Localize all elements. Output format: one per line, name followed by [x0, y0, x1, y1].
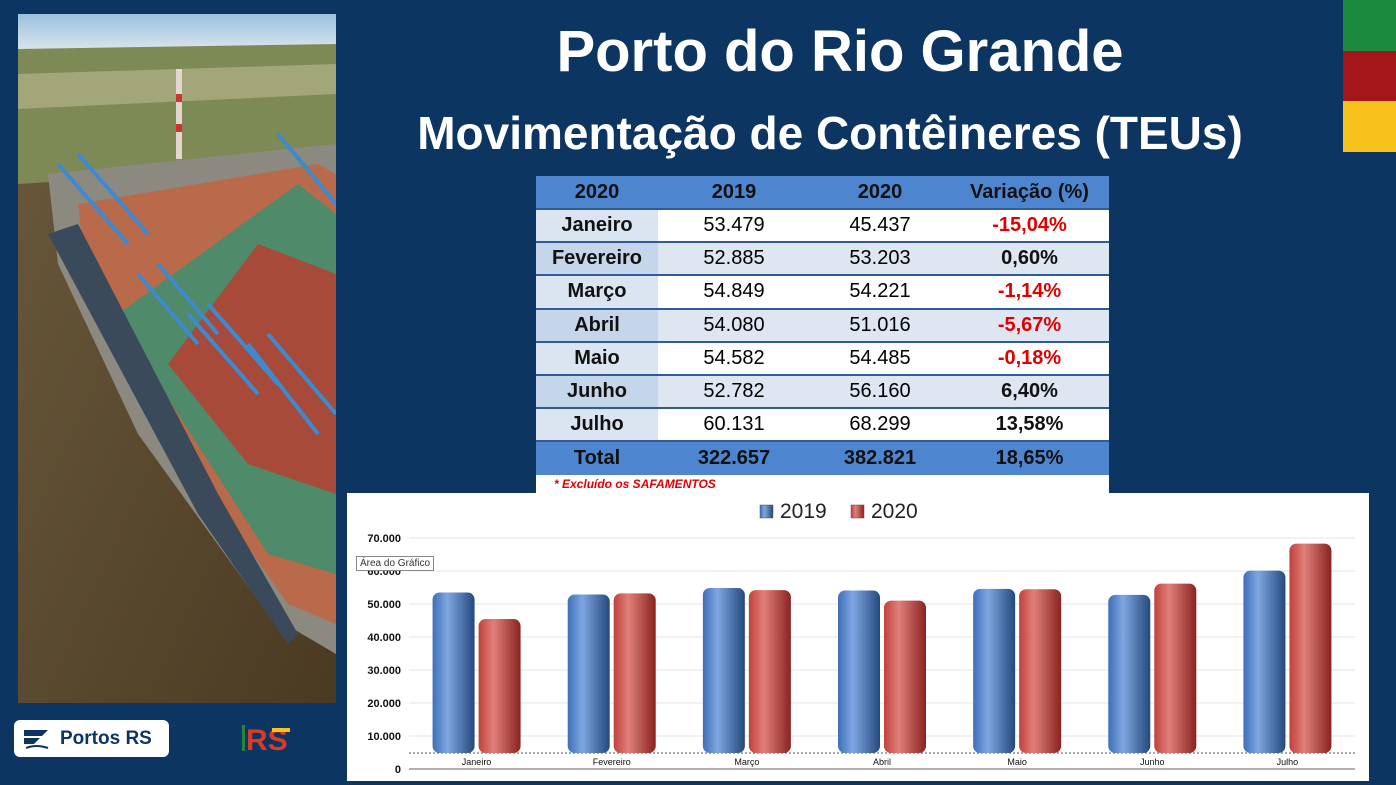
y-tick-label: 10.000: [367, 731, 401, 743]
y-tick-label: 50.000: [367, 599, 401, 611]
portos-rs-logo: Portos RS: [14, 720, 169, 757]
table-row: Maio 54.582 54.485 -0,18%: [536, 341, 1109, 376]
variation-cell: -15,04%: [950, 209, 1109, 244]
month-cell: Junho: [536, 374, 658, 410]
portos-rs-mark-icon: [24, 729, 49, 749]
x-tick-label: Março: [734, 757, 759, 767]
teu-table: 2020 2019 2020 Variação (%) Janeiro 53.47…: [536, 176, 1109, 495]
x-tick-label: Junho: [1140, 757, 1165, 767]
flag-stripe-yellow: [1343, 101, 1396, 152]
x-tick-label: Maio: [1007, 757, 1027, 767]
x-tick-label: Abril: [873, 757, 891, 767]
page-title: Porto do Rio Grande: [556, 19, 1124, 84]
table-header: 2020: [536, 176, 658, 210]
value-2020-cell: 68.299: [810, 408, 950, 443]
flag-stripe-green: [1343, 0, 1396, 51]
bar-2020-janeiro: [478, 619, 521, 753]
value-2019-cell: 54.582: [658, 341, 810, 376]
variation-cell: 0,60%: [950, 242, 1109, 277]
table-footnote: * Excluído os SAFAMENTOS: [554, 476, 716, 491]
y-tick-label: 20.000: [367, 698, 401, 710]
variation-cell: -1,14%: [950, 275, 1109, 310]
bar-2020-maio: [1019, 589, 1062, 753]
legend-swatch-2019: [759, 504, 774, 519]
value-2019-cell: 54.849: [658, 275, 810, 310]
variation-cell: -5,67%: [950, 308, 1109, 343]
bar-2019-julho: [1243, 570, 1286, 753]
bar-2019-maio: [973, 588, 1016, 753]
table-row: Fevereiro 52.885 53.203 0,60%: [536, 242, 1109, 277]
x-tick-label: Janeiro: [462, 757, 492, 767]
rs-flag-stripes: [1343, 0, 1396, 152]
table-header: 2020: [810, 176, 950, 210]
y-tick-label: 70.000: [367, 533, 401, 545]
value-2019-cell: 53.479: [658, 209, 810, 244]
chart-area-tooltip: Área do Gráfico: [356, 556, 435, 571]
month-cell: Março: [536, 275, 658, 310]
table-row: Março 54.849 54.221 -1,14%: [536, 275, 1109, 310]
y-tick-label: 30.000: [367, 665, 401, 677]
table-total-row: Total 322.657 382.821 18,65%: [536, 441, 1109, 475]
table-header-row: 2020 2019 2020 Variação (%): [536, 176, 1109, 210]
rs-government-logo: RS: [242, 724, 290, 757]
value-2019-cell: 52.885: [658, 242, 810, 277]
table-header: Variação (%): [950, 176, 1109, 210]
table-row: Julho 60.131 68.299 13,58%: [536, 408, 1109, 443]
variation-cell: 13,58%: [950, 408, 1109, 443]
value-2019-cell: 52.782: [658, 374, 810, 410]
value-2020-cell: 45.437: [810, 209, 950, 244]
table-row: Junho 52.782 56.160 6,40%: [536, 374, 1109, 410]
value-2020-cell: 54.221: [810, 275, 950, 310]
table-header: 2019: [658, 176, 810, 210]
flag-stripe-red: [1343, 50, 1396, 102]
total-2020: 382.821: [810, 441, 950, 475]
total-label: Total: [536, 441, 658, 475]
total-variation: 18,65%: [950, 441, 1109, 475]
x-tick-label: Julho: [1277, 757, 1299, 767]
y-tick-label: 40.000: [367, 632, 401, 644]
port-aerial-photo: [18, 14, 336, 703]
table-row: Janeiro 53.479 45.437 -15,04%: [536, 209, 1109, 244]
bar-2020-julho: [1289, 543, 1332, 753]
month-cell: Janeiro: [536, 209, 658, 244]
bar-2020-junho: [1154, 583, 1197, 753]
legend-label-2019: 2019: [780, 500, 827, 523]
bar-2020-abril: [884, 600, 926, 753]
y-tick-label: 0: [395, 764, 401, 776]
total-2019: 322.657: [658, 441, 810, 475]
page-subtitle: Movimentação de Contêineres (TEUs): [417, 107, 1243, 159]
bar-2020-março: [748, 590, 791, 753]
bar-2019-janeiro: [432, 592, 475, 753]
bar-2020-fevereiro: [613, 593, 656, 753]
legend-swatch-2020: [850, 504, 865, 519]
bar-2019-abril: [838, 590, 880, 753]
value-2020-cell: 51.016: [810, 308, 950, 343]
value-2020-cell: 54.485: [810, 341, 950, 376]
x-tick-label: Fevereiro: [593, 757, 631, 767]
bar-2019-fevereiro: [567, 594, 610, 753]
bar-2019-junho: [1108, 594, 1151, 753]
value-2019-cell: 60.131: [658, 408, 810, 443]
value-2020-cell: 56.160: [810, 374, 950, 410]
value-2020-cell: 53.203: [810, 242, 950, 277]
month-cell: Maio: [536, 341, 658, 376]
month-cell: Fevereiro: [536, 242, 658, 277]
month-cell: Julho: [536, 408, 658, 443]
teu-bar-chart: 0 10.000 20.000 30.000 40.000 50.000 60.000 70.…: [347, 493, 1369, 781]
chart-svg: 010.00020.00030.00040.00050.00060.00070.…: [367, 500, 1355, 776]
variation-cell: -0,18%: [950, 341, 1109, 376]
bar-2019-março: [702, 587, 745, 753]
variation-cell: 6,40%: [950, 374, 1109, 410]
value-2019-cell: 54.080: [658, 308, 810, 343]
table-row: Abril 54.080 51.016 -5,67%: [536, 308, 1109, 343]
legend-label-2020: 2020: [871, 500, 918, 523]
portos-rs-logo-text: Portos RS: [60, 727, 152, 749]
month-cell: Abril: [536, 308, 658, 343]
